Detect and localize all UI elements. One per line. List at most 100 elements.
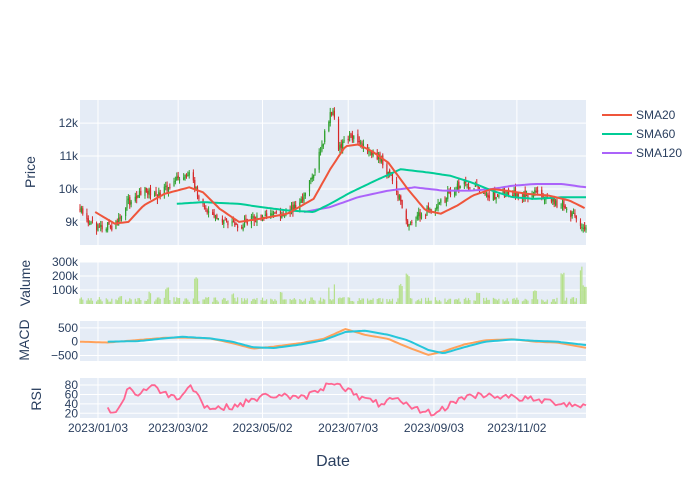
volume-bar [427,297,429,304]
volume-bar [213,297,215,304]
volume-bar [300,300,302,304]
volume-bar [494,298,496,304]
volume-bar [554,301,557,304]
volume-y-tick-label: 300k [52,255,79,269]
candle-body [582,227,584,229]
candle [498,194,500,199]
candlestick-series [79,107,587,235]
candle [409,221,412,226]
candle-body [465,181,467,184]
candle [566,206,568,213]
candle-body [86,213,88,220]
candle-body [371,150,373,155]
candle-body [271,214,273,216]
candle-body [184,175,186,179]
candle [206,208,208,215]
volume-bar [405,273,407,304]
volume-bar [546,299,548,304]
candle [582,224,584,233]
candle [184,174,186,181]
candle-body [572,212,575,214]
candle-body [362,143,365,148]
volume-bar [521,301,524,304]
candle [119,214,121,222]
price-y-tick-label: 12k [59,116,79,130]
volume-bar [111,298,113,304]
candle-body [237,225,239,228]
legend-item-sma60[interactable]: SMA60 [602,127,676,141]
candle-body [80,207,82,212]
volume-bar [572,297,575,304]
candle-body [494,191,496,199]
candle-body [167,187,170,192]
candle [329,107,331,127]
candle [91,216,94,224]
volume-bar [194,278,196,304]
legend-label-sma60: SMA60 [636,127,676,141]
candle [198,194,200,201]
volume-bar [366,298,369,304]
volume-bar [340,298,342,304]
candle-body [366,144,369,152]
volume-bar [261,297,264,304]
candle-body [231,221,233,224]
candle-body [111,225,113,230]
candle-body [322,143,324,147]
candle [466,183,468,189]
candle-body [91,220,94,222]
volume-bar [234,297,236,304]
volume-bar [137,298,139,304]
candle-body [109,225,112,228]
candle [127,194,129,205]
candle-body [260,214,262,219]
rsi-line [106,382,587,417]
candle-body [380,157,382,162]
volume-bar [324,299,326,304]
volume-bar [100,299,102,304]
legend-item-sma120[interactable]: SMA120 [602,146,682,160]
volume-bar [560,273,562,304]
volume-bar [369,299,371,304]
candle [234,219,236,228]
candle [105,227,107,233]
candle-body [484,192,486,195]
candle-body [163,186,165,195]
volume-bar [195,277,197,304]
volume-bar [524,298,526,304]
volume-bar [149,293,152,304]
candle-body [552,198,554,202]
volume-bar [362,298,365,304]
volume-bar [378,298,380,304]
rsi-axis-title: RSI [28,387,44,410]
candle [313,174,315,181]
candle-body [473,188,475,190]
volume-bar [109,301,112,304]
candle-body [512,195,514,197]
candle-body [252,216,254,218]
volume-bar [581,266,583,304]
candle-body [397,192,399,199]
legend-item-sma20[interactable]: SMA20 [602,108,676,122]
volume-bar [337,298,340,304]
volume-bar [301,301,304,304]
candle-body [427,206,429,210]
candle [308,179,311,197]
candle [537,186,539,195]
volume-bar [118,297,120,304]
candle-body [534,189,536,194]
volume-bar [250,301,253,304]
volume-bar [284,299,286,304]
sma120-line [303,183,587,213]
volume-bar [495,299,497,304]
candle [176,172,178,181]
volume-bar [361,298,363,304]
candle-body [101,225,103,230]
candle [397,190,399,202]
candle [333,107,335,120]
volume-bar [207,297,210,304]
candle [488,190,490,202]
candle [111,222,113,232]
candle-body [415,220,417,224]
candle-body [561,202,564,207]
volume-bar [379,298,381,304]
